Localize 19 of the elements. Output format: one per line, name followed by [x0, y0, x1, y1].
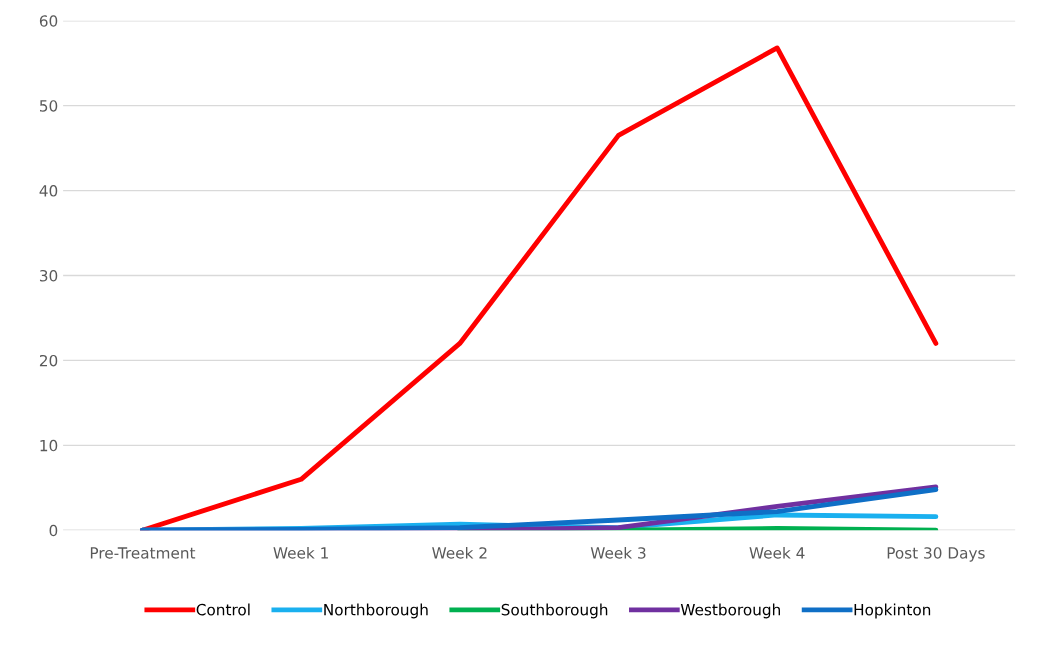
legend-label: Northborough	[324, 603, 428, 619]
y-tick-label: 20	[39, 354, 58, 367]
x-tick-label: Week 3	[590, 546, 646, 559]
y-tick-label: 40	[39, 185, 58, 197]
x-tick-label: Pre-Treatment	[90, 547, 196, 559]
legend-label: Southborough	[501, 603, 608, 619]
y-tick-label: 50	[40, 100, 58, 112]
y-tick-label: 10	[40, 439, 58, 452]
x-tick-label: Post 30 Days	[887, 547, 985, 562]
x-tick-label: Week 2	[432, 546, 487, 559]
x-tick-label: Week 4	[749, 546, 805, 559]
legend-label: Control	[196, 603, 250, 616]
y-tick-label: 60	[39, 15, 58, 27]
legend-label: Hopkinton	[854, 603, 931, 619]
y-tick-label: 0	[49, 524, 58, 537]
legend-label: Westborough	[680, 603, 780, 619]
y-tick-label: 30	[39, 269, 58, 282]
x-tick-label: Week 1	[273, 546, 328, 559]
line-series	[140, 45, 939, 531]
